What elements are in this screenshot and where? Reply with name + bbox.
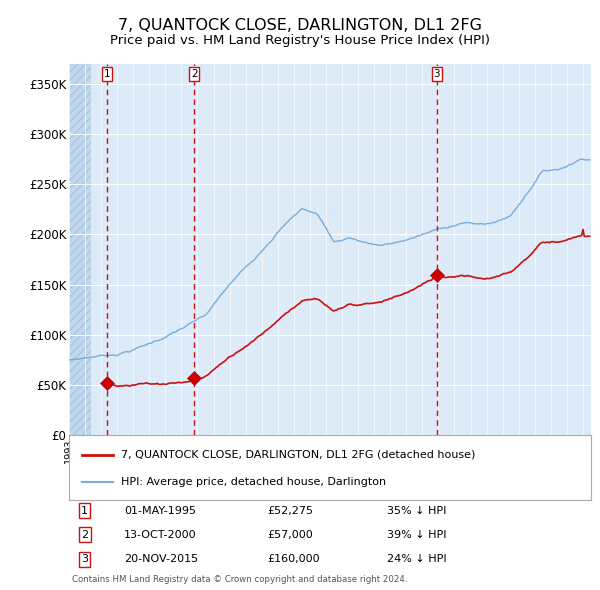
Text: Contains HM Land Registry data © Crown copyright and database right 2024.: Contains HM Land Registry data © Crown c… [71, 575, 407, 584]
Text: £52,275: £52,275 [268, 506, 313, 516]
Text: 35% ↓ HPI: 35% ↓ HPI [388, 506, 447, 516]
Text: 24% ↓ HPI: 24% ↓ HPI [388, 554, 447, 564]
Text: 01-MAY-1995: 01-MAY-1995 [124, 506, 196, 516]
Text: HPI: Average price, detached house, Darlington: HPI: Average price, detached house, Darl… [121, 477, 386, 487]
Text: 7, QUANTOCK CLOSE, DARLINGTON, DL1 2FG (detached house): 7, QUANTOCK CLOSE, DARLINGTON, DL1 2FG (… [121, 450, 476, 460]
Text: 3: 3 [433, 69, 440, 79]
Text: £57,000: £57,000 [268, 530, 313, 540]
Text: 39% ↓ HPI: 39% ↓ HPI [388, 530, 447, 540]
Text: 3: 3 [81, 554, 88, 564]
Text: 20-NOV-2015: 20-NOV-2015 [124, 554, 198, 564]
Text: 2: 2 [191, 69, 197, 79]
Text: 13-OCT-2000: 13-OCT-2000 [124, 530, 196, 540]
Text: 2: 2 [81, 530, 88, 540]
Text: 1: 1 [81, 506, 88, 516]
Text: 1: 1 [104, 69, 110, 79]
Text: £160,000: £160,000 [268, 554, 320, 564]
Bar [69, 64, 91, 435]
Bar [69, 64, 91, 435]
Text: 7, QUANTOCK CLOSE, DARLINGTON, DL1 2FG: 7, QUANTOCK CLOSE, DARLINGTON, DL1 2FG [118, 18, 482, 32]
Text: Price paid vs. HM Land Registry's House Price Index (HPI): Price paid vs. HM Land Registry's House … [110, 34, 490, 47]
